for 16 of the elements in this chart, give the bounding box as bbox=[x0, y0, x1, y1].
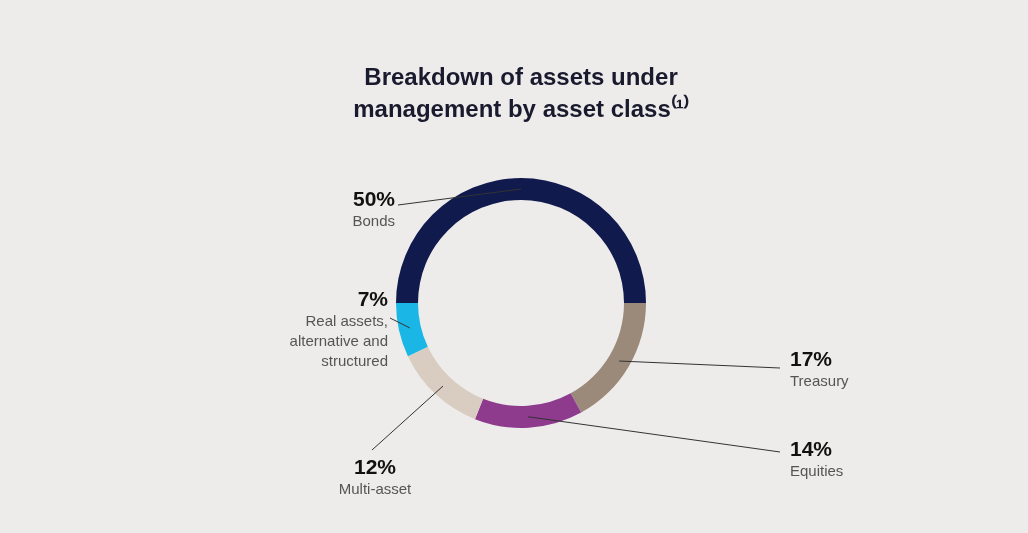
data-label: 7% bbox=[357, 287, 389, 310]
slice-label: Multi-asset bbox=[338, 480, 413, 497]
slice-label: Treasury bbox=[790, 372, 850, 389]
donut-slice bbox=[474, 393, 582, 428]
donut-slice bbox=[396, 303, 428, 357]
donut-slice bbox=[570, 303, 646, 413]
donut-slice bbox=[396, 178, 646, 303]
slice-label: Bonds bbox=[352, 212, 395, 229]
donut-slice bbox=[407, 346, 484, 420]
data-label: 14% bbox=[790, 437, 833, 460]
chart-title: Breakdown of assets under management by asset class⁽¹⁾ bbox=[353, 63, 689, 122]
data-label: 12% bbox=[353, 455, 397, 478]
data-label: 50% bbox=[352, 187, 396, 210]
data-label: 17% bbox=[790, 347, 833, 370]
slice-label: Real assets, alternative and structured bbox=[289, 312, 388, 369]
slice-label: Equities bbox=[790, 462, 844, 479]
